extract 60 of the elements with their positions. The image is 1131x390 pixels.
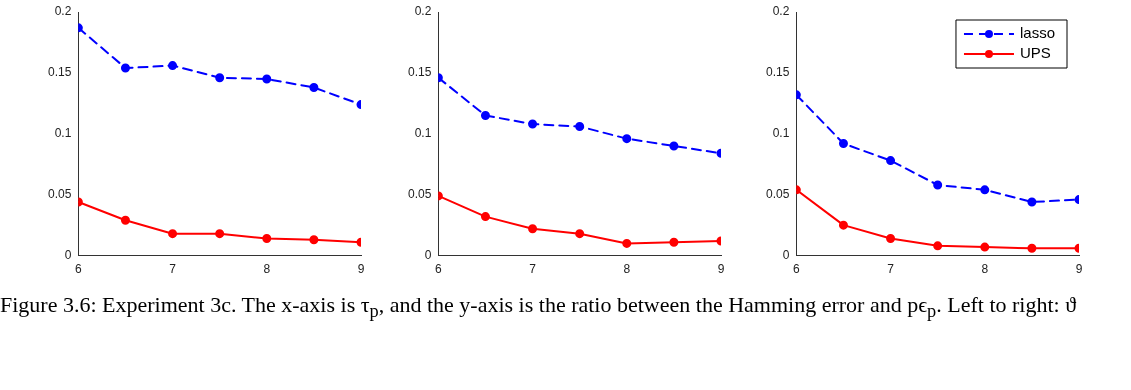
point (933, 241, 943, 251)
point (1027, 197, 1037, 207)
y-tick-label: 0.1 (414, 126, 432, 141)
point (1027, 243, 1037, 253)
point (309, 235, 319, 245)
point (980, 242, 990, 252)
point (933, 180, 943, 190)
legend-label: UPS (1019, 44, 1051, 62)
point (980, 185, 990, 195)
y-tick-label: 0.1 (772, 126, 790, 141)
caption: Figure 3.6: Experiment 3c. The x-axis is τ$_{p}$, and the y-axis is the ratio between the Hamming error and pϵ$_{p}$. Left to right: ϑ (0, 292, 1078, 324)
point (838, 220, 848, 230)
y-tick-label: 0 (782, 247, 790, 262)
point (215, 73, 225, 83)
point (886, 156, 896, 166)
point (886, 234, 896, 244)
x-tick-label: 6 (793, 262, 801, 277)
y-tick-label: 0 (424, 247, 432, 262)
point (622, 134, 632, 144)
y-tick-label: 0.05 (48, 187, 72, 202)
y-tick-label: 0.2 (772, 4, 790, 19)
x-tick-label: 9 (357, 262, 365, 277)
point (215, 229, 225, 239)
point (262, 74, 272, 84)
point (669, 237, 679, 247)
point (480, 111, 490, 121)
point (168, 229, 178, 239)
x-tick-label: 7 (887, 262, 895, 277)
y-tick-label: 0.15 (766, 65, 790, 80)
y-tick-label: 0.1 (54, 126, 72, 141)
point (622, 238, 632, 248)
point (480, 212, 490, 222)
x-tick-label: 7 (529, 262, 537, 277)
y-tick-label: 0.05 (408, 187, 432, 202)
legend-label: lasso (1019, 24, 1056, 42)
x-tick-label: 8 (981, 262, 989, 277)
point (528, 224, 538, 234)
y-tick-label: 0.2 (414, 4, 432, 19)
point (120, 63, 130, 73)
x-tick-label: 6 (75, 262, 83, 277)
x-tick-label: 8 (623, 262, 631, 277)
x-tick-label: 9 (1075, 262, 1083, 277)
y-tick-label: 0.05 (766, 187, 790, 202)
point (575, 121, 585, 131)
point (575, 229, 585, 239)
point (838, 139, 848, 149)
x-tick-label: 7 (169, 262, 177, 277)
point (168, 61, 178, 71)
point (528, 119, 538, 129)
y-tick-label: 0.15 (408, 65, 432, 80)
x-tick-label: 8 (263, 262, 271, 277)
point (262, 234, 272, 244)
x-tick-label: 9 (717, 262, 725, 277)
y-tick-label: 0 (64, 247, 72, 262)
point (669, 141, 679, 151)
x-tick-label: 6 (435, 262, 443, 277)
point (120, 215, 130, 225)
y-tick-label: 0.2 (54, 4, 72, 19)
y-tick-label: 0.15 (48, 65, 72, 80)
point (309, 83, 319, 93)
